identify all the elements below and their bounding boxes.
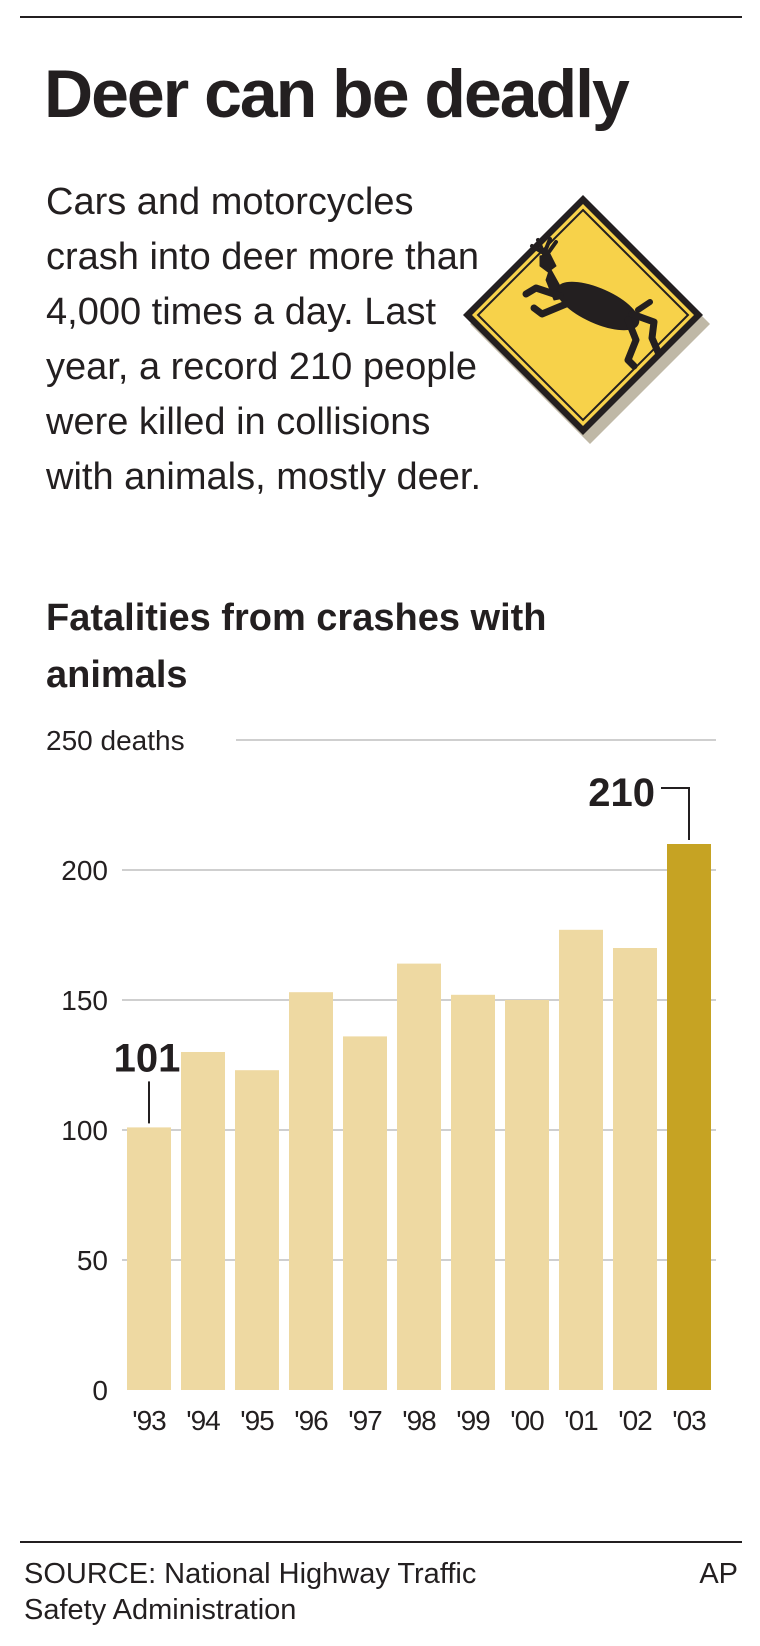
sign-inner-line xyxy=(476,208,690,422)
y-axis-unit-label: 250 deaths xyxy=(46,725,185,756)
deer-silhouette xyxy=(522,237,662,370)
x-tick-label-5: '98 xyxy=(402,1405,436,1436)
annotation-leader-10 xyxy=(661,787,690,840)
bar-7 xyxy=(505,1000,549,1390)
bar-9 xyxy=(613,948,657,1390)
bar-5 xyxy=(397,963,441,1390)
label-layer: 0 50 100 150 200 250 deaths '93 '94 '95 '96 '97 '98… xyxy=(46,725,707,1436)
y-tick-label-100: 100 xyxy=(61,1115,108,1146)
bar-2 xyxy=(235,1070,279,1390)
chart-title: Fatalities from crashes with animals xyxy=(46,597,547,696)
y-tick-label-0: 0 xyxy=(92,1375,108,1406)
y-tick-label-200: 200 xyxy=(61,855,108,886)
x-tick-label-8: '01 xyxy=(564,1405,598,1436)
y-tick-label-50: 50 xyxy=(77,1245,108,1276)
bar-layer xyxy=(127,844,711,1390)
y-tick-label-150: 150 xyxy=(61,985,108,1016)
x-tick-label-2: '95 xyxy=(240,1405,274,1436)
x-tick-label-10: '03 xyxy=(672,1405,706,1436)
x-tick-label-9: '02 xyxy=(618,1405,652,1436)
bar-8 xyxy=(559,929,603,1390)
bar-0 xyxy=(127,1127,171,1390)
intro-text: Cars and motorcycles crash into deer mor… xyxy=(46,181,482,498)
credit-label: AP xyxy=(699,1558,738,1590)
footer-rule xyxy=(20,1541,742,1543)
x-tick-label-7: '00 xyxy=(510,1405,544,1436)
x-tick-label-4: '97 xyxy=(348,1405,382,1436)
x-tick-label-1: '94 xyxy=(186,1405,220,1436)
x-tick-label-3: '96 xyxy=(294,1405,328,1436)
source-note: SOURCE: National Highway Traffic Safety … xyxy=(24,1558,477,1626)
deer-crossing-sign-icon xyxy=(463,195,710,444)
bar-6 xyxy=(451,994,495,1390)
x-tick-label-0: '93 xyxy=(132,1405,166,1436)
page-title: Deer can be deadly xyxy=(44,56,630,132)
bar-1 xyxy=(181,1052,225,1390)
annotation-label-0: 101 xyxy=(114,1036,181,1080)
bar-10 xyxy=(667,844,711,1390)
top-rule xyxy=(20,16,742,18)
bar-3 xyxy=(289,992,333,1390)
bar-4 xyxy=(343,1036,387,1390)
annotation-label-10: 210 xyxy=(588,771,655,815)
fatalities-bar-chart: 0 50 100 150 200 250 deaths '93 '94 '95 '96 '97 '98… xyxy=(46,725,716,1436)
x-tick-label-6: '99 xyxy=(456,1405,490,1436)
